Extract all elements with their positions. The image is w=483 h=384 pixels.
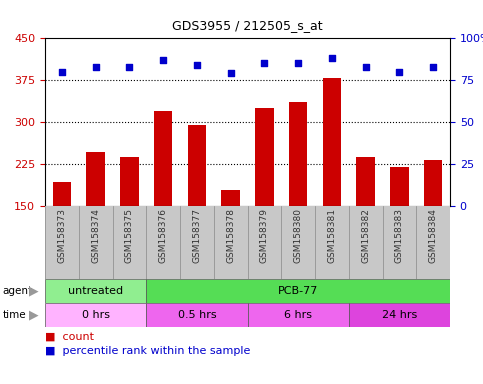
- Text: GDS3955 / 212505_s_at: GDS3955 / 212505_s_at: [172, 19, 323, 32]
- Bar: [356, 157, 375, 206]
- Text: ▶: ▶: [29, 285, 39, 298]
- Text: GSM158383: GSM158383: [395, 208, 404, 263]
- Bar: [416, 206, 450, 279]
- Text: ▶: ▶: [29, 308, 39, 321]
- Text: agent: agent: [2, 286, 32, 296]
- Text: GSM158378: GSM158378: [226, 208, 235, 263]
- Bar: [146, 303, 247, 327]
- Bar: [315, 206, 349, 279]
- Point: [126, 63, 133, 70]
- Text: GSM158376: GSM158376: [158, 208, 168, 263]
- Bar: [146, 279, 450, 303]
- Bar: [390, 167, 409, 206]
- Text: 0.5 hrs: 0.5 hrs: [178, 310, 216, 320]
- Bar: [221, 190, 240, 206]
- Text: ■  percentile rank within the sample: ■ percentile rank within the sample: [45, 346, 250, 356]
- Bar: [289, 103, 307, 206]
- Point: [159, 57, 167, 63]
- Text: GSM158380: GSM158380: [294, 208, 303, 263]
- Text: GSM158375: GSM158375: [125, 208, 134, 263]
- Bar: [180, 206, 214, 279]
- Bar: [45, 303, 146, 327]
- Text: GSM158379: GSM158379: [260, 208, 269, 263]
- Bar: [247, 206, 281, 279]
- Bar: [79, 206, 113, 279]
- Text: 24 hrs: 24 hrs: [382, 310, 417, 320]
- Bar: [53, 182, 71, 206]
- Text: GSM158382: GSM158382: [361, 208, 370, 263]
- Point: [227, 70, 234, 76]
- Text: GSM158374: GSM158374: [91, 208, 100, 263]
- Text: 6 hrs: 6 hrs: [284, 310, 312, 320]
- Point: [328, 55, 336, 61]
- Point: [58, 68, 66, 74]
- Point: [193, 62, 201, 68]
- Point: [429, 63, 437, 70]
- Bar: [214, 206, 247, 279]
- Bar: [120, 157, 139, 206]
- Bar: [349, 206, 383, 279]
- Point: [92, 63, 99, 70]
- Point: [362, 63, 369, 70]
- Bar: [146, 206, 180, 279]
- Text: GSM158377: GSM158377: [192, 208, 201, 263]
- Text: GSM158373: GSM158373: [57, 208, 66, 263]
- Text: GSM158381: GSM158381: [327, 208, 336, 263]
- Point: [396, 68, 403, 74]
- Text: untreated: untreated: [68, 286, 123, 296]
- Point: [260, 60, 268, 66]
- Bar: [86, 152, 105, 206]
- Text: ■  count: ■ count: [45, 332, 94, 342]
- Bar: [45, 206, 79, 279]
- Bar: [323, 78, 341, 206]
- Bar: [349, 303, 450, 327]
- Bar: [113, 206, 146, 279]
- Text: time: time: [2, 310, 26, 320]
- Bar: [247, 303, 349, 327]
- Bar: [255, 108, 274, 206]
- Bar: [383, 206, 416, 279]
- Bar: [281, 206, 315, 279]
- Bar: [424, 160, 442, 206]
- Text: GSM158384: GSM158384: [428, 208, 438, 263]
- Text: PCB-77: PCB-77: [278, 286, 318, 296]
- Point: [294, 60, 302, 66]
- Bar: [45, 279, 146, 303]
- Text: 0 hrs: 0 hrs: [82, 310, 110, 320]
- Bar: [154, 111, 172, 206]
- Bar: [187, 125, 206, 206]
